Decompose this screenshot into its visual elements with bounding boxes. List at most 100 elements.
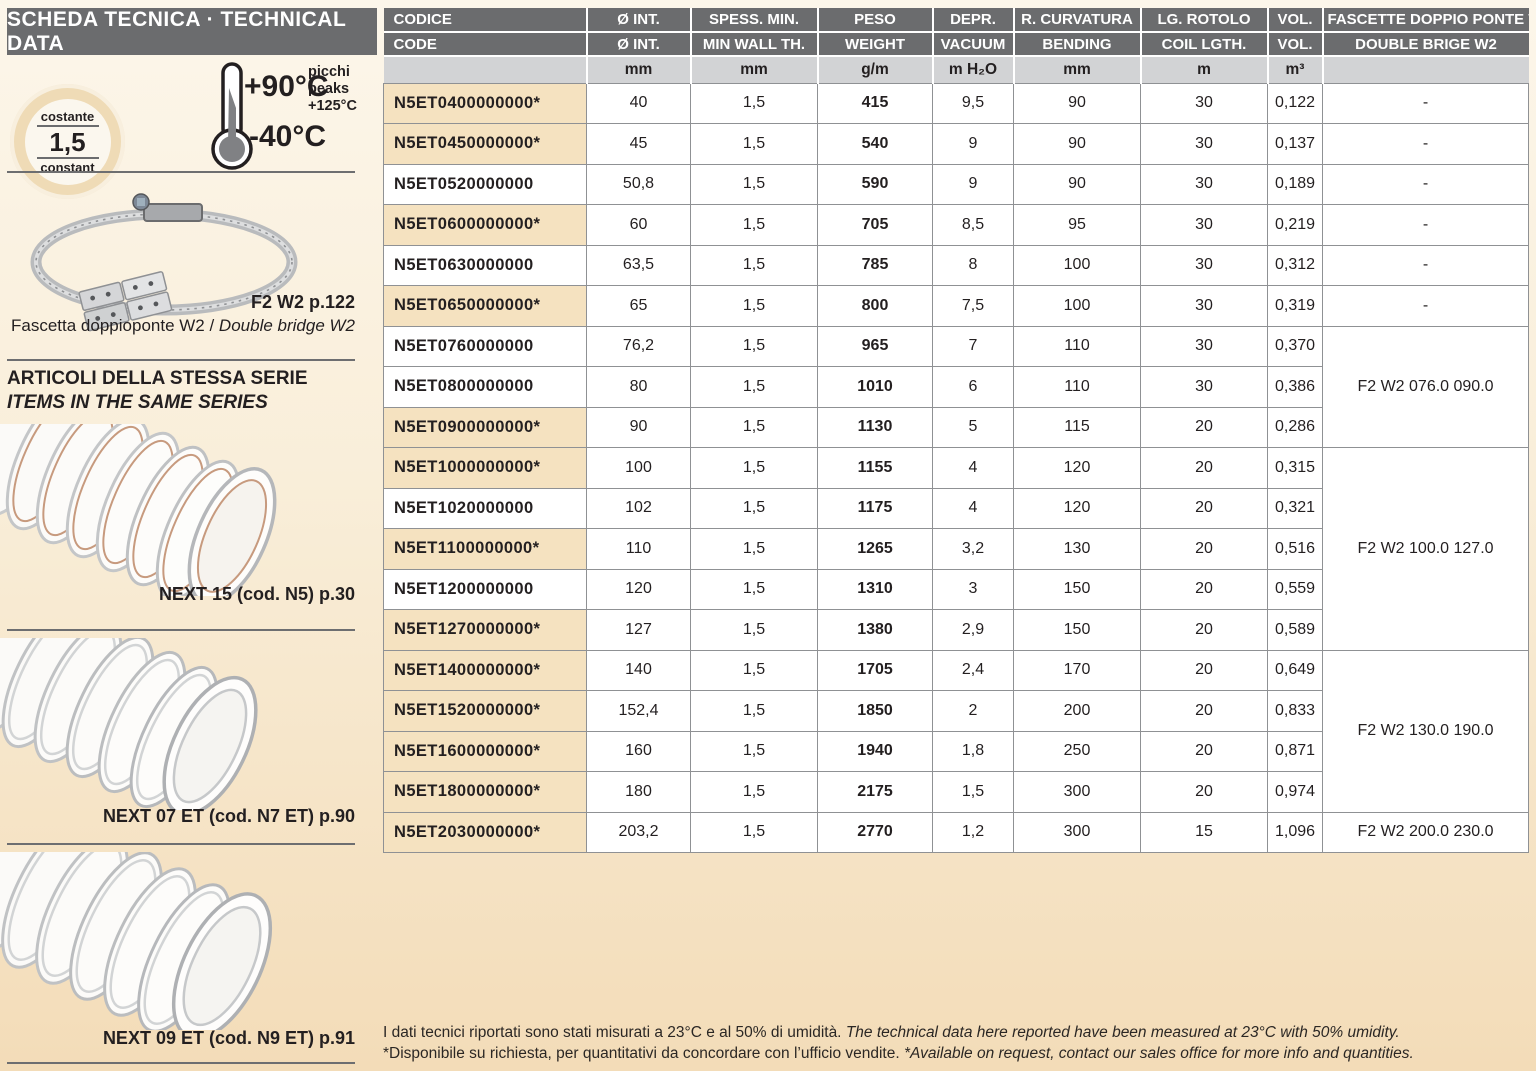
col-header-code: CODE xyxy=(383,31,588,57)
footnote-line1-it: I dati tecnici riportati sono stati misu… xyxy=(383,1024,846,1041)
cell-weight: 1155 xyxy=(817,447,933,489)
cell-vacuum: 5 xyxy=(932,406,1014,448)
table-row: N5ET0900000000* 90 1,5 1130 5 115 20 0,286 xyxy=(383,406,1529,448)
cell-min-wall: 1,5 xyxy=(690,123,818,165)
series-title-en: ITEMS IN THE SAME SERIES xyxy=(7,392,268,413)
cell-code: N5ET1520000000* xyxy=(383,690,587,732)
temp-max-label: +90°C xyxy=(244,70,329,103)
cell-vacuum: 6 xyxy=(932,366,1014,408)
cell-clamp-reference: - xyxy=(1322,244,1529,286)
cell-vacuum: 2 xyxy=(932,690,1014,732)
units-row: mm mm g/m m H₂O mm m m³ xyxy=(383,55,1529,84)
cell-bending-radius: 120 xyxy=(1013,447,1141,489)
unit-cell: m xyxy=(1139,55,1269,84)
cell-volume: 0,312 xyxy=(1267,244,1323,286)
cell-coil-length: 20 xyxy=(1140,771,1268,813)
cell-clamp-reference: - xyxy=(1322,163,1529,205)
clamp-screw xyxy=(132,193,203,222)
cell-inner-diameter: 45 xyxy=(586,123,691,165)
cell-coil-length: 30 xyxy=(1140,244,1268,286)
cell-coil-length: 30 xyxy=(1140,123,1268,165)
cell-weight: 785 xyxy=(817,244,933,286)
thermometer-icon xyxy=(211,62,253,170)
header-row-en: CODE Ø INT. MIN WALL TH. WEIGHT VACUUM B… xyxy=(383,31,1529,57)
table-row: N5ET1600000000* 160 1,5 1940 1,8 250 20 0,871 xyxy=(383,730,1529,772)
cell-coil-length: 20 xyxy=(1140,690,1268,732)
table-row: N5ET2030000000* 203,2 1,5 2770 1,2 300 15 1,096… xyxy=(383,811,1529,853)
cell-coil-length: 30 xyxy=(1140,325,1268,367)
cell-vacuum: 7,5 xyxy=(932,285,1014,327)
col-header-spessore: SPESS. MIN. xyxy=(689,8,819,33)
cell-volume: 0,649 xyxy=(1267,649,1323,691)
col-header-bridge: DOUBLE BRIGE W2 xyxy=(1321,31,1529,57)
cell-inner-diameter: 127 xyxy=(586,609,691,651)
cell-min-wall: 1,5 xyxy=(690,487,818,529)
technical-data-table: CODICE Ø INT. SPESS. MIN. PESO DEPR. R. … xyxy=(383,8,1529,853)
badge-label-en: constant xyxy=(40,159,95,175)
cell-min-wall: 1,5 xyxy=(690,285,818,327)
cell-bending-radius: 110 xyxy=(1013,325,1141,367)
cell-weight: 965 xyxy=(817,325,933,367)
cell-inner-diameter: 102 xyxy=(586,487,691,529)
cell-min-wall: 1,5 xyxy=(690,366,818,408)
cell-weight: 415 xyxy=(817,82,933,124)
constant-value-badge-inner: costante 1,5 constant xyxy=(24,98,111,185)
peaks-value: +125°C xyxy=(308,98,357,114)
unit-cell: m H₂O xyxy=(931,55,1015,84)
cell-bending-radius: 95 xyxy=(1013,204,1141,246)
cell-code: N5ET0630000000 xyxy=(383,244,587,286)
cell-coil-length: 30 xyxy=(1140,163,1268,205)
cell-inner-diameter: 90 xyxy=(586,406,691,448)
col-header-peso: PESO xyxy=(816,8,934,33)
clamp-reference: F2 W2 p.122 xyxy=(250,292,355,312)
table-row: N5ET0760000000 76,2 1,5 965 7 110 30 0,370 F2 W2… xyxy=(383,325,1529,448)
cell-vacuum: 3,2 xyxy=(932,528,1014,570)
table-row: N5ET0600000000* 60 1,5 705 8,5 95 30 0,219- xyxy=(383,204,1529,246)
cell-inner-diameter: 152,4 xyxy=(586,690,691,732)
clamp-caption-it: Fascetta doppioponte W2 / xyxy=(11,316,219,335)
cell-volume: 0,871 xyxy=(1267,730,1323,772)
cell-inner-diameter: 110 xyxy=(586,528,691,570)
cell-bending-radius: 170 xyxy=(1013,649,1141,691)
cell-min-wall: 1,5 xyxy=(690,244,818,286)
table-row: N5ET1400000000* 140 1,5 1705 2,4 170 20 0,649 F2… xyxy=(383,649,1529,813)
cell-min-wall: 1,5 xyxy=(690,406,818,448)
table-row: N5ET0650000000* 65 1,5 800 7,5 100 30 0,319- xyxy=(383,285,1529,327)
cell-bending-radius: 300 xyxy=(1013,771,1141,813)
cell-vacuum: 9,5 xyxy=(932,82,1014,124)
cell-bending-radius: 115 xyxy=(1013,406,1141,448)
cell-min-wall: 1,5 xyxy=(690,690,818,732)
divider xyxy=(7,359,355,361)
table-row: N5ET0520000000 50,8 1,5 590 9 90 30 0,189- xyxy=(383,163,1529,205)
cell-weight: 1380 xyxy=(817,609,933,651)
divider xyxy=(7,629,355,631)
cell-volume: 0,319 xyxy=(1267,285,1323,327)
cell-volume: 0,386 xyxy=(1267,366,1323,408)
cell-vacuum: 4 xyxy=(932,487,1014,529)
cell-min-wall: 1,5 xyxy=(690,204,818,246)
col-header-wall: MIN WALL TH. xyxy=(689,31,819,57)
unit-cell: mm xyxy=(689,55,819,84)
cell-code: N5ET0800000000 xyxy=(383,366,587,408)
cell-bending-radius: 200 xyxy=(1013,690,1141,732)
unit-cell xyxy=(383,55,588,84)
table-row: N5ET1800000000* 180 1,5 2175 1,5 300 20 0,974 xyxy=(383,771,1529,813)
cell-code: N5ET1020000000 xyxy=(383,487,587,529)
cell-bending-radius: 90 xyxy=(1013,163,1141,205)
cell-bending-radius: 120 xyxy=(1013,487,1141,529)
divider xyxy=(7,171,355,173)
cell-volume: 0,974 xyxy=(1267,771,1323,813)
footnote: I dati tecnici riportati sono stati misu… xyxy=(383,1022,1523,1064)
cell-volume: 0,315 xyxy=(1267,447,1323,489)
cell-volume: 0,219 xyxy=(1267,204,1323,246)
cell-inner-diameter: 140 xyxy=(586,649,691,691)
table-row: N5ET1100000000* 110 1,5 1265 3,2 130 20 0,516 xyxy=(383,528,1529,570)
constant-value-badge: costante 1,5 constant xyxy=(10,84,125,199)
cell-bending-radius: 130 xyxy=(1013,528,1141,570)
cell-vacuum: 9 xyxy=(932,163,1014,205)
divider xyxy=(7,843,355,845)
cell-weight: 1310 xyxy=(817,568,933,610)
cell-code: N5ET1800000000* xyxy=(383,771,587,813)
cell-weight: 1265 xyxy=(817,528,933,570)
cell-inner-diameter: 100 xyxy=(586,447,691,489)
